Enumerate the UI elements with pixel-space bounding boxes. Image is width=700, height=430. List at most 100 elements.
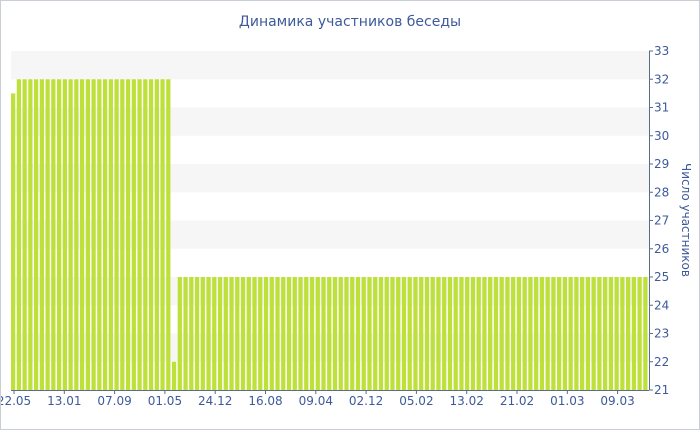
bar	[436, 277, 441, 390]
x-tick-label: 13.02	[450, 394, 484, 408]
x-tick-label: 16.08	[248, 394, 282, 408]
bar	[631, 277, 637, 390]
bar	[11, 93, 16, 391]
bar	[108, 79, 113, 390]
y-tick-label: 31	[654, 101, 669, 115]
bar	[56, 79, 62, 390]
bar	[281, 277, 286, 390]
bar	[51, 79, 56, 390]
bar	[229, 277, 234, 390]
bar	[252, 277, 257, 390]
bar	[482, 277, 487, 390]
bar	[620, 277, 625, 390]
y-tick-label: 25	[654, 270, 669, 284]
y-tick-label: 33	[654, 44, 669, 58]
bar	[401, 277, 407, 390]
x-tick-label: 07.09	[97, 394, 131, 408]
bar	[516, 277, 522, 390]
y-axis-label: Число участников	[679, 163, 693, 277]
x-tick-label: 01.03	[550, 394, 584, 408]
y-tick-label: 28	[654, 185, 669, 199]
bar	[332, 277, 338, 390]
bar	[68, 79, 73, 390]
bar	[223, 277, 228, 390]
bar	[309, 277, 315, 390]
bar	[591, 277, 596, 390]
y-tick-label: 23	[654, 327, 669, 341]
bar	[430, 277, 435, 390]
y-tick-label: 29	[654, 157, 669, 171]
bar	[321, 277, 326, 390]
bar	[442, 277, 447, 390]
bar	[263, 277, 269, 390]
bar	[183, 277, 188, 390]
bar	[367, 277, 372, 390]
bar	[235, 277, 240, 390]
bar	[580, 277, 585, 390]
x-tick-label: 09.04	[299, 394, 333, 408]
bar	[102, 79, 108, 390]
bar	[217, 277, 223, 390]
x-tick-label: 22.05	[1, 394, 31, 408]
bar	[637, 277, 642, 390]
bar	[551, 277, 556, 390]
bar	[344, 277, 349, 390]
x-tick-label: 24.12	[198, 394, 232, 408]
bar	[534, 277, 539, 390]
bar	[465, 277, 470, 390]
bar	[585, 277, 591, 390]
bar	[16, 79, 21, 390]
bar	[206, 277, 211, 390]
bar	[177, 277, 182, 390]
bar	[499, 277, 504, 390]
bar	[200, 277, 205, 390]
bar	[539, 277, 545, 390]
bar	[522, 277, 527, 390]
bar	[424, 277, 430, 390]
bar	[315, 277, 320, 390]
bar	[22, 79, 27, 390]
y-tick-label: 22	[654, 355, 669, 369]
bar	[643, 277, 648, 390]
x-tick-label: 21.02	[500, 394, 534, 408]
bar	[361, 277, 366, 390]
bar	[304, 277, 309, 390]
y-tick-label: 32	[654, 72, 669, 86]
bar	[608, 277, 614, 390]
bar	[189, 277, 194, 390]
grid-band	[11, 51, 649, 80]
bar	[97, 79, 102, 390]
bar	[626, 277, 631, 390]
bar	[390, 277, 395, 390]
y-tick-label: 27	[654, 214, 669, 228]
bar	[194, 277, 200, 390]
bar	[419, 277, 424, 390]
bar	[562, 277, 568, 390]
bar	[212, 277, 217, 390]
bar	[350, 277, 355, 390]
bar	[488, 277, 493, 390]
bar	[511, 277, 516, 390]
bar	[614, 277, 619, 390]
bar	[114, 79, 119, 390]
bar	[447, 277, 453, 390]
bar	[275, 277, 280, 390]
bar	[125, 79, 131, 390]
bar	[476, 277, 481, 390]
bar	[597, 277, 602, 390]
y-tick-label: 24	[654, 298, 669, 312]
bar	[120, 79, 125, 390]
bar	[79, 79, 85, 390]
bar	[137, 79, 142, 390]
bar	[148, 79, 154, 390]
bar	[378, 277, 384, 390]
y-tick-label: 21	[654, 383, 669, 397]
chart-title: Динамика участников беседы	[238, 14, 462, 30]
bar	[298, 277, 303, 390]
bar	[470, 277, 476, 390]
y-tick-label: 26	[654, 242, 669, 256]
bar	[373, 277, 378, 390]
bar	[85, 79, 90, 390]
bar	[258, 277, 263, 390]
